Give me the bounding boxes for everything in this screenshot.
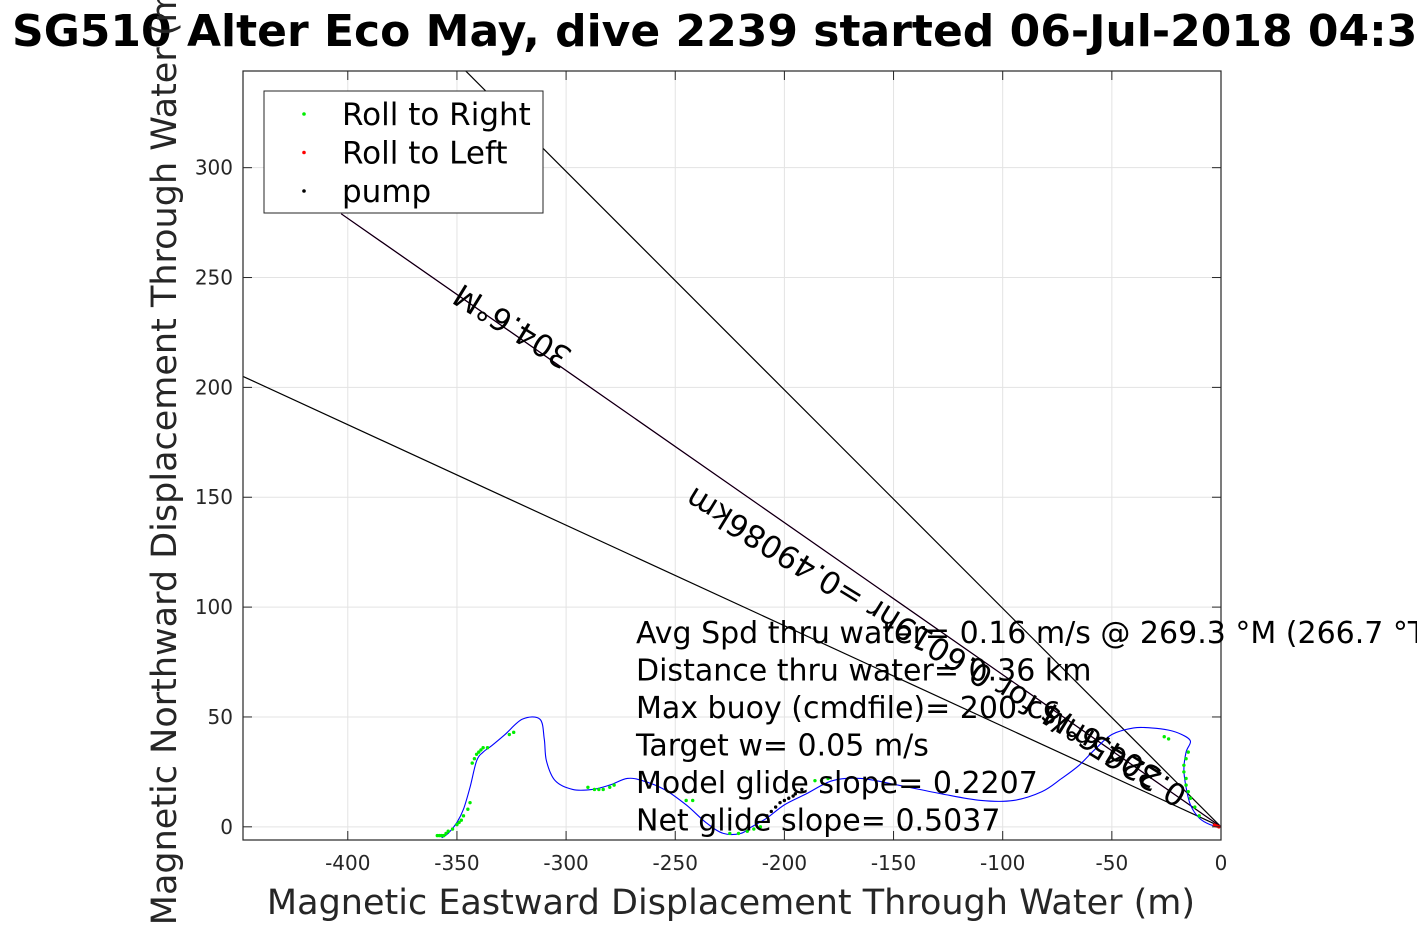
roll-right-point bbox=[446, 829, 450, 833]
x-tick-label: -200 bbox=[762, 851, 807, 875]
roll-right-point bbox=[612, 783, 616, 787]
roll-right-point bbox=[597, 787, 601, 792]
x-tick-label: -300 bbox=[543, 851, 588, 875]
roll-left-point bbox=[1212, 823, 1217, 827]
roll-right-point bbox=[1184, 783, 1188, 787]
roll-right-point bbox=[459, 818, 464, 822]
pump-point bbox=[773, 805, 778, 809]
roll-right-point bbox=[592, 787, 597, 792]
x-axis-label: Magnetic Eastward Displacement Through W… bbox=[267, 883, 1195, 923]
stats-line: Net glide slope= 0.5037 bbox=[636, 804, 1000, 839]
pump-point bbox=[800, 787, 804, 792]
stats-line: Target w= 0.05 m/s bbox=[635, 729, 929, 764]
tick-labels: -400 -350 -300 -250 -200 -150 -100 -50 0 0 50 100 15… bbox=[195, 156, 1228, 875]
roll-right-point bbox=[1162, 735, 1166, 739]
y-tick-label: 0 bbox=[220, 815, 233, 839]
roll-right-point bbox=[477, 750, 481, 754]
roll-right-point bbox=[444, 831, 448, 836]
roll-right-point bbox=[1182, 763, 1186, 767]
heading-line bbox=[243, 375, 1221, 828]
roll-right-point bbox=[758, 825, 763, 829]
roll-right-point bbox=[461, 814, 466, 818]
stats-box: Avg Spd thru water= 0.16 m/s @ 269.3 °M … bbox=[635, 616, 1417, 839]
roll-right-point bbox=[736, 831, 741, 836]
roll-right-point bbox=[470, 761, 474, 765]
pump-point bbox=[769, 809, 773, 814]
x-tick-label: -400 bbox=[325, 851, 370, 875]
pump-point bbox=[791, 794, 795, 798]
stats-line: Distance thru water= 0.36 km bbox=[636, 654, 1091, 689]
roll-right-point bbox=[813, 778, 817, 783]
legend-marker bbox=[302, 150, 306, 155]
y-tick-label: 300 bbox=[195, 156, 233, 180]
roll-right-point bbox=[1182, 770, 1186, 774]
roll-right-point bbox=[826, 776, 830, 781]
x-tick-label: -350 bbox=[434, 851, 479, 875]
roll-right-point bbox=[601, 787, 605, 792]
roll-right-point bbox=[745, 829, 749, 833]
pump-point bbox=[787, 796, 791, 800]
trajectory-line bbox=[441, 716, 1221, 839]
roll-right-point bbox=[1197, 814, 1201, 818]
roll-right-point bbox=[1166, 737, 1171, 741]
roll-right-point bbox=[728, 831, 732, 836]
roll-right-point bbox=[472, 757, 477, 761]
roll-right-point bbox=[1188, 796, 1193, 800]
x-tick-label: -50 bbox=[1096, 851, 1129, 875]
y-tick-label: 100 bbox=[195, 595, 233, 619]
roll-right-point bbox=[608, 785, 612, 789]
stats-line: Avg Spd thru water= 0.16 m/s @ 269.3 °M … bbox=[636, 616, 1417, 651]
roll-right-point bbox=[1184, 757, 1188, 761]
roll-right-point bbox=[474, 752, 479, 757]
legend-label: Roll to Right bbox=[342, 97, 531, 133]
heading-line bbox=[340, 213, 1221, 828]
x-tick-label: -250 bbox=[653, 851, 698, 875]
legend-label: Roll to Left bbox=[342, 136, 508, 172]
pump-point bbox=[793, 792, 798, 796]
roll-right-point bbox=[691, 798, 695, 803]
roll-right-point bbox=[1186, 750, 1190, 754]
legend-marker bbox=[302, 112, 306, 116]
roll-right-point bbox=[468, 800, 472, 805]
legend-marker bbox=[302, 189, 306, 193]
legend-box bbox=[263, 90, 544, 214]
roll-right-point bbox=[450, 827, 455, 831]
roll-right-point bbox=[752, 827, 756, 831]
y-tick-label: 50 bbox=[208, 705, 233, 729]
roll-right-point bbox=[466, 807, 470, 811]
roll-right-point bbox=[1193, 805, 1197, 809]
stats-line: Max buoy (cmdfile)= 200 cc bbox=[636, 691, 1060, 726]
roll-right-point bbox=[684, 798, 688, 803]
pump-point bbox=[765, 814, 769, 818]
pump-point bbox=[782, 798, 787, 803]
roll-right-point bbox=[511, 730, 516, 735]
chart-title: SG510 Alter Eco May, dive 2239 started 0… bbox=[12, 6, 1417, 57]
roll-right-point bbox=[819, 778, 824, 783]
roll-right-point bbox=[481, 746, 485, 750]
roll-right-point bbox=[479, 748, 483, 752]
roll-right-point bbox=[485, 746, 490, 750]
axes-box bbox=[242, 70, 1222, 841]
x-tick-label: -100 bbox=[980, 851, 1025, 875]
x-tick-label: 0 bbox=[1215, 851, 1228, 875]
roll-right-point bbox=[1186, 789, 1190, 794]
heading-line bbox=[464, 71, 1221, 828]
pump-point bbox=[778, 800, 782, 805]
roll-right-point bbox=[455, 822, 459, 827]
y-axis-label: Magnetic Northward Displacement Through … bbox=[145, 0, 185, 925]
axes-frame bbox=[242, 70, 1222, 841]
roll-right-point bbox=[586, 785, 590, 789]
roll-right-point bbox=[435, 833, 439, 838]
roll-right-point bbox=[507, 732, 512, 737]
roll-right-point bbox=[457, 820, 461, 825]
y-tick-label: 150 bbox=[195, 485, 233, 509]
stats-line: Model glide slope= 0.2207 bbox=[636, 766, 1038, 801]
y-tick-label: 250 bbox=[195, 266, 233, 290]
y-tick-label: 200 bbox=[195, 375, 233, 399]
x-tick-label: -150 bbox=[871, 851, 916, 875]
roll-right-point bbox=[1184, 776, 1188, 781]
legend-label: pump bbox=[342, 174, 431, 210]
